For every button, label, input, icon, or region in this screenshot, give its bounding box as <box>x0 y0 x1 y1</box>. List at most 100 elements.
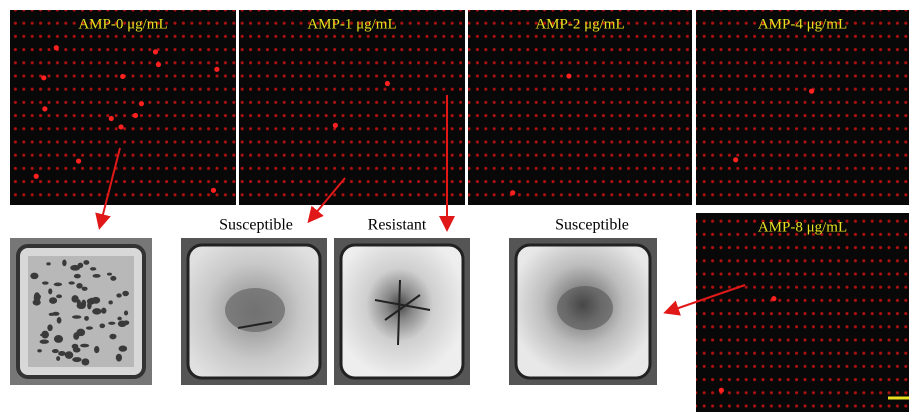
bacteria-speck <box>116 293 122 298</box>
bacteria-speck <box>70 264 81 271</box>
bacteria-speck <box>37 349 42 353</box>
bacteria-speck <box>48 288 53 295</box>
arrow <box>95 147 121 230</box>
bacteria-speck <box>71 295 79 303</box>
bright-dot <box>33 173 39 179</box>
dot-array <box>10 10 236 205</box>
dot-array <box>696 213 909 412</box>
bacteria-speck <box>89 297 95 302</box>
bacteria-speck <box>87 301 92 310</box>
bright-dot <box>808 88 815 94</box>
bacteria-speck <box>72 347 80 351</box>
bacteria-speck <box>64 351 74 359</box>
bacteria-speck <box>99 323 106 329</box>
micrograph-label: Susceptible <box>219 217 293 234</box>
bright-dot <box>733 157 739 163</box>
bright-dot <box>120 73 126 80</box>
bacteria-speck <box>52 311 60 316</box>
bacteria-speck <box>123 320 130 326</box>
bright-dot <box>332 122 338 128</box>
micrograph <box>10 238 152 385</box>
panel-label: AMP-1 μg/mL <box>307 16 396 32</box>
bacteria-speck <box>94 345 100 354</box>
bacteria-speck <box>58 351 66 356</box>
bright-dot <box>53 45 59 51</box>
bright-dot <box>384 80 391 87</box>
bacteria-speck <box>41 330 49 339</box>
bacteria-speck <box>76 328 86 337</box>
bright-dot <box>41 75 47 81</box>
fluorescence-panels: AMP-0 μg/mL AMP-1 μg/mL AMP-2 μg/mL AMP-4 μ… <box>10 10 909 412</box>
bacteria-speck <box>118 345 128 352</box>
micrograph <box>509 238 657 385</box>
bacteria-speck <box>49 297 58 304</box>
bacteria-speck <box>108 300 113 305</box>
bacteria-speck <box>47 324 53 332</box>
bacteria-speck <box>85 326 93 330</box>
dot-array <box>696 10 909 205</box>
bright-dot <box>771 296 777 302</box>
bacteria-speck <box>41 281 49 285</box>
bacteria-speck <box>108 321 116 325</box>
bacteria-speck <box>115 353 123 362</box>
bacteria-speck <box>46 262 51 266</box>
bright-dot <box>155 61 162 68</box>
bright-dot <box>566 73 572 79</box>
bright-dot <box>718 387 724 393</box>
bacteria-speck <box>80 343 90 348</box>
bacteria-speck <box>117 316 122 321</box>
micrograph <box>334 238 470 385</box>
bacteria-speck <box>72 315 82 319</box>
bacteria-speck <box>92 273 101 278</box>
bacteria-speck <box>89 267 97 271</box>
bacteria-speck <box>62 259 67 267</box>
bacteria-speck <box>76 302 86 310</box>
bacteria-speck <box>56 356 61 361</box>
arrow <box>307 177 346 224</box>
bacteria-speck <box>53 282 63 287</box>
bright-dot <box>118 124 124 130</box>
bacteria-speck <box>84 315 89 321</box>
bright-dot <box>42 106 48 112</box>
bacteria-speck <box>39 339 49 344</box>
bacteria-speck <box>92 308 102 315</box>
bacteria-speck <box>51 348 59 354</box>
micrograph-label: Susceptible <box>555 217 629 234</box>
dot-array <box>239 10 465 205</box>
dot-array <box>468 10 692 205</box>
arrows <box>95 95 746 316</box>
micrograph <box>181 238 327 385</box>
bacteria-speck <box>91 296 101 304</box>
bacteria-speck <box>72 357 82 363</box>
bacteria-speck <box>33 292 41 301</box>
arrow <box>663 284 746 316</box>
bright-dot <box>510 190 516 196</box>
bacteria-speck <box>81 358 90 366</box>
bright-dot <box>75 158 82 164</box>
bacteria-speck <box>81 286 88 291</box>
bacteria-speck <box>56 294 63 299</box>
bright-dot <box>210 187 217 193</box>
bacteria-speck <box>101 307 107 314</box>
bacteria-speck <box>83 260 90 265</box>
micrograph-label: Resistant <box>368 217 427 234</box>
bacteria-speck <box>106 272 112 276</box>
bright-dot <box>152 49 159 55</box>
panel-label: AMP-0 μg/mL <box>78 16 167 32</box>
bacteria-speck <box>30 272 39 280</box>
bacteria-speck <box>122 290 129 297</box>
bright-dot <box>214 66 220 72</box>
bacteria-speck <box>53 335 64 343</box>
panel-label: AMP-8 μg/mL <box>758 219 847 235</box>
bacteria-speck <box>56 317 62 324</box>
bright-dot <box>138 101 145 107</box>
bacteria-speck <box>110 275 117 281</box>
bacteria-speck <box>73 273 81 279</box>
bacteria-speck <box>123 310 129 316</box>
panel-label: AMP-2 μg/mL <box>535 16 624 32</box>
bacteria-speck <box>68 281 75 285</box>
bacteria-speck <box>109 333 117 340</box>
panel-label: AMP-4 μg/mL <box>758 16 847 32</box>
bright-dot <box>132 112 139 119</box>
